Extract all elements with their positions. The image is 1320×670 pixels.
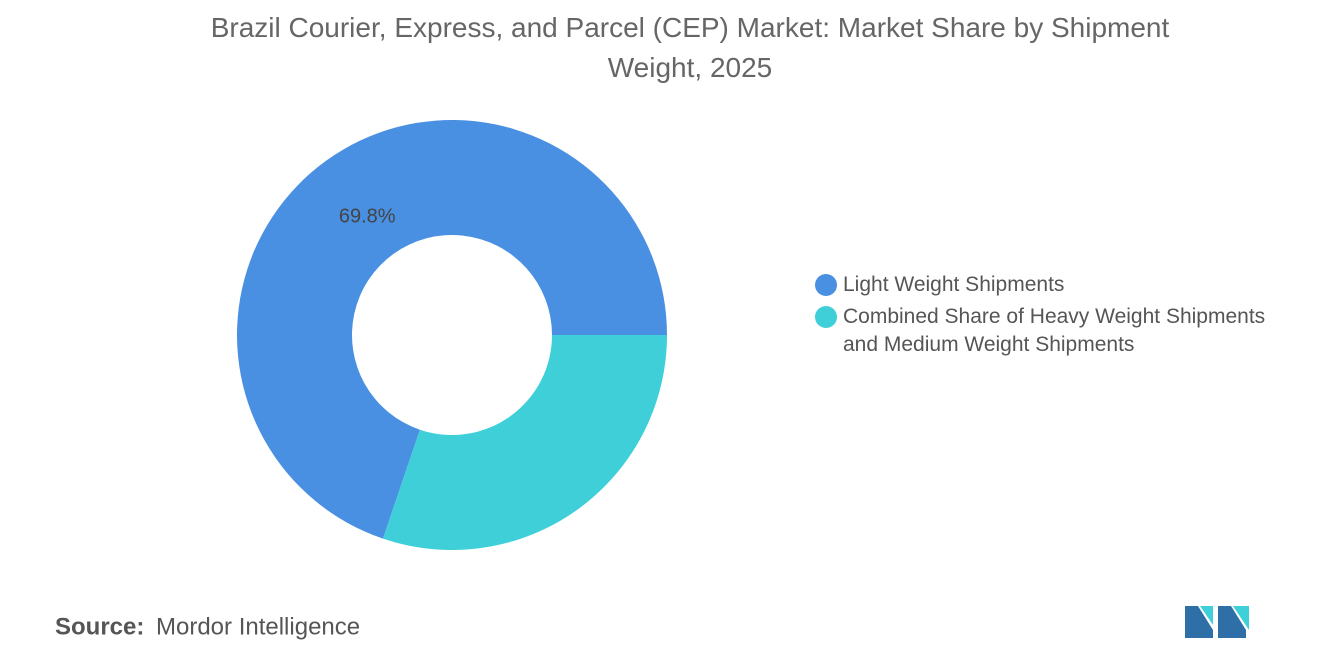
legend-label: Combined Share of Heavy Weight Shipments… <box>843 305 1265 356</box>
source: Mordor Intelligence <box>156 613 360 640</box>
chart-title: Brazil Courier, Express, and Parcel (CEP… <box>211 12 1170 83</box>
legend-marker <box>815 274 837 296</box>
source-label: Source: <box>55 613 144 640</box>
legend-label: Light Weight Shipments <box>843 273 1064 296</box>
donut-slice <box>382 335 667 551</box>
data-label: 69.8% <box>339 205 396 227</box>
logo <box>1185 606 1249 638</box>
donut-slice <box>237 120 668 539</box>
legend-marker <box>815 306 837 328</box>
